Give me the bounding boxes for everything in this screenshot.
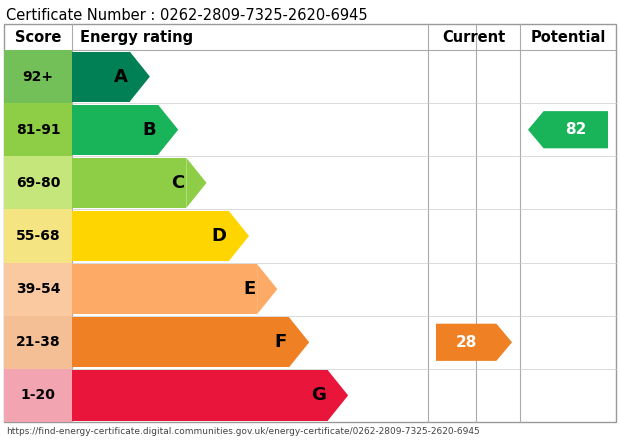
Polygon shape bbox=[528, 111, 608, 148]
Bar bbox=[4, 156, 72, 209]
Polygon shape bbox=[158, 105, 178, 155]
Bar bbox=[4, 209, 72, 263]
Bar bbox=[72, 51, 130, 102]
Polygon shape bbox=[130, 51, 150, 102]
Polygon shape bbox=[229, 211, 249, 261]
Text: Energy rating: Energy rating bbox=[80, 29, 193, 44]
Bar bbox=[4, 369, 72, 422]
Bar bbox=[4, 103, 72, 156]
Text: Certificate Number : 0262-2809-7325-2620-6945: Certificate Number : 0262-2809-7325-2620… bbox=[6, 8, 368, 23]
Text: 92+: 92+ bbox=[22, 70, 53, 84]
Bar bbox=[72, 264, 257, 314]
Text: B: B bbox=[143, 121, 156, 139]
Text: Current: Current bbox=[443, 29, 506, 44]
Text: https://find-energy-certificate.digital.communities.gov.uk/energy-certificate/02: https://find-energy-certificate.digital.… bbox=[6, 427, 480, 436]
Bar bbox=[72, 370, 328, 421]
Text: E: E bbox=[243, 280, 255, 298]
Text: Potential: Potential bbox=[530, 29, 606, 44]
Bar bbox=[4, 316, 72, 369]
Text: G: G bbox=[311, 386, 326, 404]
Polygon shape bbox=[436, 324, 512, 361]
Text: A: A bbox=[114, 68, 128, 85]
Bar bbox=[72, 317, 289, 367]
Text: 82: 82 bbox=[565, 122, 587, 137]
Text: 28: 28 bbox=[456, 335, 477, 350]
Bar bbox=[72, 211, 229, 261]
Polygon shape bbox=[289, 317, 309, 367]
Bar bbox=[4, 50, 72, 103]
Text: C: C bbox=[171, 174, 184, 192]
Text: 1-20: 1-20 bbox=[20, 389, 55, 403]
Text: 21-38: 21-38 bbox=[16, 335, 60, 349]
Text: D: D bbox=[212, 227, 227, 245]
Text: 39-54: 39-54 bbox=[16, 282, 60, 296]
Text: 81-91: 81-91 bbox=[16, 123, 60, 137]
Bar bbox=[4, 263, 72, 316]
Bar bbox=[72, 105, 158, 155]
Polygon shape bbox=[328, 370, 348, 421]
Bar bbox=[72, 158, 187, 208]
Text: Score: Score bbox=[15, 29, 61, 44]
Text: 55-68: 55-68 bbox=[16, 229, 60, 243]
Polygon shape bbox=[187, 158, 206, 208]
Text: 69-80: 69-80 bbox=[16, 176, 60, 190]
Text: F: F bbox=[275, 333, 287, 351]
Polygon shape bbox=[257, 264, 277, 314]
